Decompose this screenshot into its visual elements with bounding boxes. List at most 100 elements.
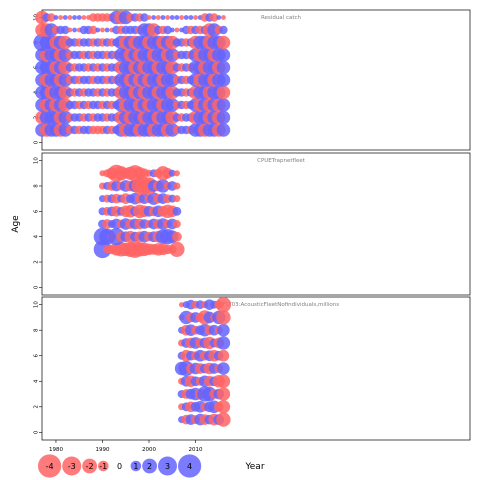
panel-frame — [41, 152, 471, 296]
legend-label: 2 — [147, 462, 152, 471]
bubble — [67, 27, 73, 33]
bubble — [216, 73, 231, 87]
bubble — [216, 374, 231, 388]
bubble — [53, 15, 59, 20]
bubble — [72, 27, 77, 33]
bubble — [151, 15, 157, 20]
x-tick-label: 2000 — [142, 447, 156, 453]
bubble — [100, 27, 105, 33]
bubble — [188, 15, 194, 20]
bubble — [140, 13, 149, 22]
legend-bubble — [62, 456, 82, 476]
bubble — [216, 336, 231, 350]
bubble — [76, 15, 82, 20]
y-tick-label: 6 — [34, 353, 40, 357]
legend: -4 -3 -2 -1 0 1 2 3 4 — [38, 454, 202, 478]
bubble — [216, 400, 231, 414]
bubble — [160, 15, 166, 20]
x-axis-label: Year — [244, 462, 264, 472]
legend-bubble — [82, 458, 97, 474]
bubble — [169, 15, 175, 20]
bubble — [88, 25, 98, 35]
y-tick-label: 10 — [34, 157, 40, 164]
legend-bubble — [130, 460, 142, 472]
panel-3: FLT03:AcousticFleetNofindividuals,millio… — [34, 296, 471, 441]
x-tick-label: 2010 — [189, 447, 203, 453]
legend-label: -3 — [68, 462, 76, 471]
bubble — [216, 310, 231, 325]
bubble — [172, 220, 181, 228]
bubble — [169, 27, 175, 33]
y-tick-label: 2 — [34, 405, 40, 409]
panel-frame — [41, 296, 471, 441]
bubble — [95, 27, 101, 33]
bubble — [104, 27, 110, 33]
bubble — [174, 27, 180, 33]
bubble — [67, 15, 73, 20]
bubble — [172, 231, 182, 242]
legend-label: 4 — [187, 462, 192, 471]
panel-1: Residual catch0246810 — [33, 9, 471, 151]
bubble — [174, 15, 180, 20]
bubble — [146, 15, 152, 20]
bubble — [61, 25, 70, 35]
bubble — [165, 15, 171, 20]
legend-label: -2 — [86, 462, 94, 471]
y-tick-label: 4 — [34, 379, 40, 383]
bubble — [215, 297, 232, 313]
panel-title: Residual catch — [261, 15, 302, 21]
legend-label: 1 — [133, 462, 138, 471]
legend-bubble — [38, 454, 62, 478]
bubble — [216, 123, 231, 137]
legend-label: 3 — [165, 462, 170, 471]
bubble — [216, 387, 231, 401]
bubble — [216, 98, 231, 112]
x-axis-ticks: 1980 1990 2000 2010 — [49, 440, 203, 453]
y-tick-label: 0 — [34, 430, 40, 434]
panel-2: CPUETrapnetfleet 0 2 4 6 8 10 — [34, 152, 471, 296]
x-tick-label: 1990 — [95, 447, 109, 453]
bubble — [216, 60, 231, 75]
bubble — [172, 206, 182, 216]
bubble — [173, 182, 181, 190]
x-tick-label: 1980 — [49, 447, 63, 453]
bubble — [217, 349, 230, 362]
bubble — [193, 15, 198, 20]
bubble — [47, 13, 56, 22]
y-axis-label: Age — [11, 215, 21, 233]
y-tick-label: 2 — [34, 260, 40, 264]
panel-title: FLT03:AcousticFleetNofindividuals,millio… — [223, 302, 339, 308]
bubble — [163, 25, 172, 35]
bubble — [216, 85, 231, 100]
bubble — [216, 35, 231, 50]
y-tick-label: 8 — [34, 328, 40, 332]
bubble — [62, 15, 68, 20]
bubble — [178, 302, 185, 308]
legend-bubble — [98, 460, 109, 472]
y-tick-label: 8 — [34, 184, 40, 188]
y-tick-label: 0 — [34, 285, 40, 289]
bubble — [216, 48, 231, 62]
bubble — [183, 15, 189, 20]
y-tick-label: 10 — [34, 301, 40, 308]
bubble — [209, 13, 219, 22]
y-tick-label: 0 — [34, 140, 40, 144]
y-tick-label: 6 — [34, 209, 40, 213]
bubble — [179, 15, 184, 20]
bubble — [221, 15, 226, 20]
bubble — [216, 412, 231, 427]
bubble — [217, 323, 230, 337]
legend-label: -1 — [99, 462, 107, 471]
legend-label: 0 — [117, 462, 122, 471]
bubble — [216, 15, 222, 20]
bubble — [58, 15, 64, 20]
bubble — [155, 15, 161, 20]
y-tick-label: 4 — [34, 234, 40, 238]
bubble — [173, 195, 181, 203]
panel-title: CPUETrapnetfleet — [257, 158, 306, 164]
bubble — [168, 169, 176, 177]
legend-bubble — [142, 458, 158, 474]
bubble — [81, 15, 87, 20]
bubble — [217, 362, 230, 375]
